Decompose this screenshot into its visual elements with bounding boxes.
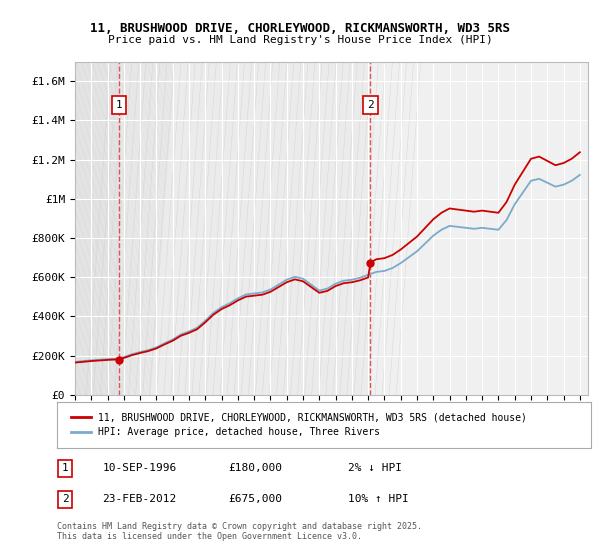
Text: 10% ↑ HPI: 10% ↑ HPI — [348, 494, 409, 505]
Text: 23-FEB-2012: 23-FEB-2012 — [103, 494, 176, 505]
Text: Contains HM Land Registry data © Crown copyright and database right 2025.: Contains HM Land Registry data © Crown c… — [57, 522, 422, 531]
Text: Price paid vs. HM Land Registry's House Price Index (HPI): Price paid vs. HM Land Registry's House … — [107, 35, 493, 45]
Text: 2: 2 — [367, 100, 374, 110]
Bar — [119, 62, 370, 395]
Bar — [75, 62, 119, 395]
Text: 11, BRUSHWOOD DRIVE, CHORLEYWOOD, RICKMANSWORTH, WD3 5RS: 11, BRUSHWOOD DRIVE, CHORLEYWOOD, RICKMA… — [90, 22, 510, 35]
Bar — [119, 62, 370, 395]
Text: £675,000: £675,000 — [228, 494, 282, 505]
Text: £180,000: £180,000 — [228, 464, 282, 473]
Text: This data is licensed under the Open Government Licence v3.0.: This data is licensed under the Open Gov… — [57, 532, 362, 541]
Text: 2% ↓ HPI: 2% ↓ HPI — [348, 464, 402, 473]
Text: 1: 1 — [115, 100, 122, 110]
Legend: 11, BRUSHWOOD DRIVE, CHORLEYWOOD, RICKMANSWORTH, WD3 5RS (detached house), HPI: : 11, BRUSHWOOD DRIVE, CHORLEYWOOD, RICKMA… — [67, 409, 531, 441]
Text: 2: 2 — [62, 494, 68, 505]
Text: 10-SEP-1996: 10-SEP-1996 — [103, 464, 176, 473]
Text: 1: 1 — [62, 464, 68, 473]
Bar — [75, 62, 119, 395]
